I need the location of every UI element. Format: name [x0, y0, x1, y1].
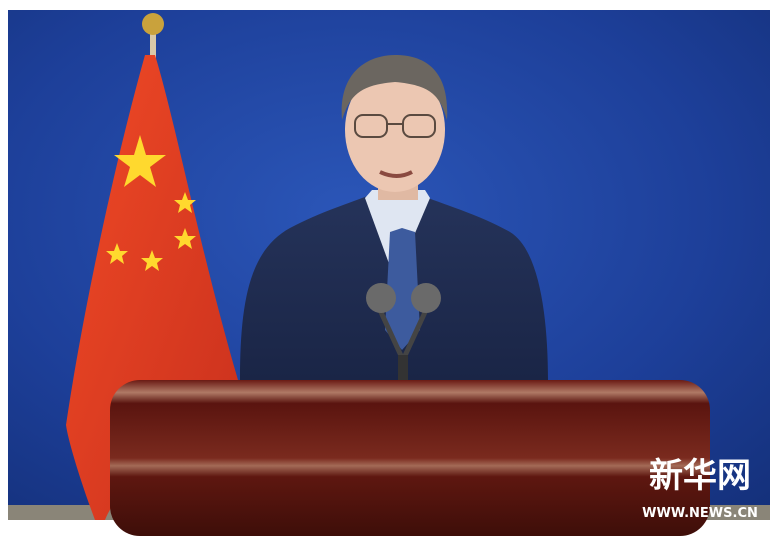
tie	[385, 228, 420, 350]
watermark-url: WWW.NEWS.CN	[642, 506, 758, 521]
mouth	[379, 170, 413, 178]
face	[345, 68, 445, 192]
watermark-logo: 新华网	[649, 456, 751, 496]
hair	[341, 55, 448, 120]
microphones	[366, 283, 441, 385]
podium	[110, 380, 710, 536]
glasses	[354, 114, 436, 138]
flag-stars	[106, 135, 196, 271]
pole-finial	[142, 13, 164, 35]
